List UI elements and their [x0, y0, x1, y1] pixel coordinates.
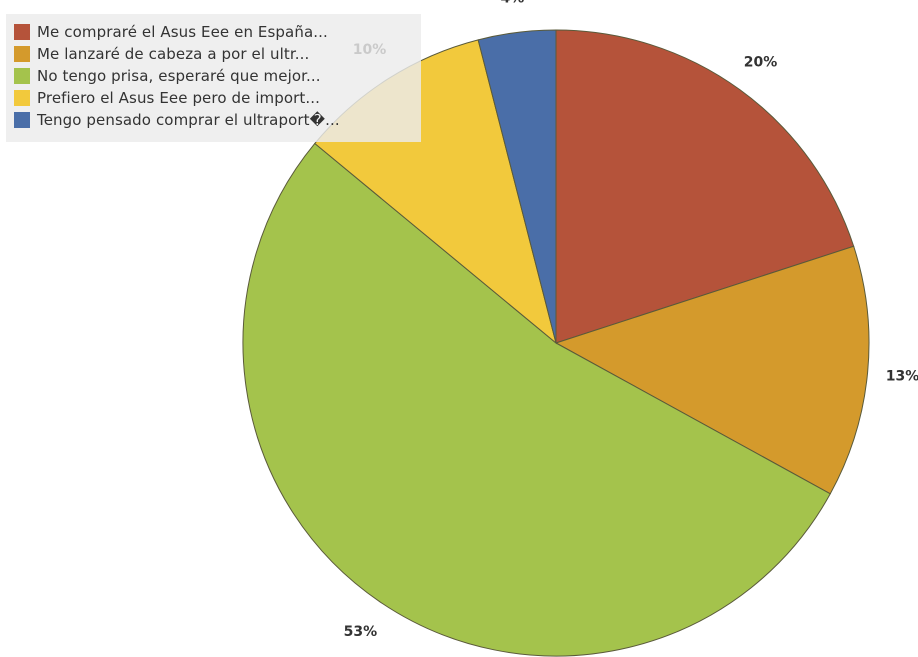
pie-value-label: 20%	[744, 55, 778, 71]
legend-item: No tengo prisa, esperaré que mejor...	[14, 66, 321, 86]
legend-item: Me lanzaré de cabeza a por el ultr...	[14, 44, 309, 64]
pie-value-label: 4%	[501, 0, 525, 7]
pie-slices	[242, 29, 870, 657]
chart-legend: Me compraré el Asus Eee en España... Me …	[6, 14, 421, 142]
legend-item: Me compraré el Asus Eee en España...	[14, 22, 328, 42]
pie-value-label: 13%	[886, 369, 918, 385]
legend-swatch	[14, 90, 30, 106]
legend-swatch	[14, 112, 30, 128]
legend-swatch	[14, 68, 30, 84]
legend-label: Me lanzaré de cabeza a por el ultr...	[37, 45, 310, 63]
pie-slice	[554, 245, 870, 495]
legend-label: Me compraré el Asus Eee en España...	[37, 23, 328, 41]
legend-item: Tengo pensado comprar el ultraport�...	[14, 110, 340, 130]
pie-slice	[242, 142, 831, 657]
legend-item: Prefiero el Asus Eee pero de import...	[14, 88, 320, 108]
legend-label: Prefiero el Asus Eee pero de import...	[37, 89, 321, 107]
legend-label: Tengo pensado comprar el ultraport�...	[37, 111, 340, 129]
pie-value-label: 53%	[344, 624, 378, 640]
legend-swatch	[14, 46, 30, 62]
pie-slice	[555, 29, 855, 344]
legend-label: No tengo prisa, esperaré que mejor...	[37, 67, 321, 85]
pie-slice	[477, 29, 557, 344]
legend-swatch	[14, 24, 30, 40]
